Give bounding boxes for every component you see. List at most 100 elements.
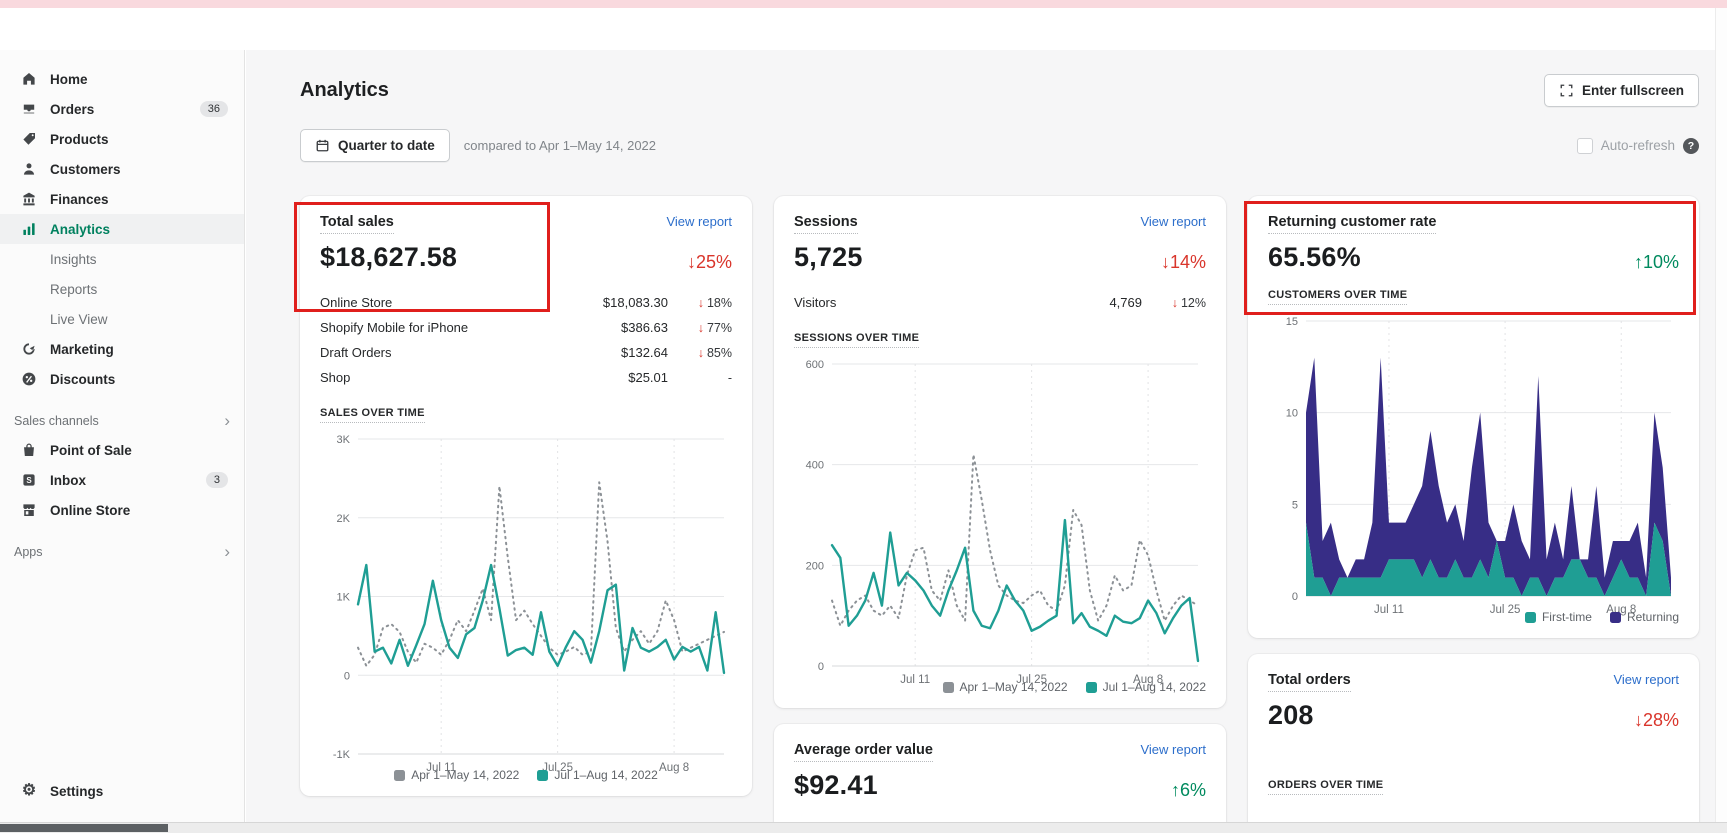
svg-text:400: 400	[806, 460, 824, 472]
svg-text:Jul 11: Jul 11	[900, 674, 930, 686]
down-arrow-icon: ↓	[697, 295, 704, 310]
svg-text:Jul 25: Jul 25	[1016, 674, 1047, 686]
row-value: $18,083.30	[602, 295, 668, 310]
sidebar-item-label: Inbox	[50, 472, 86, 488]
sidebar-item-online-store[interactable]: Online Store	[0, 495, 244, 525]
svg-text:0: 0	[344, 670, 350, 682]
sidebar-item-point-of-sale[interactable]: Point of Sale	[0, 435, 244, 465]
sidebar-item-products[interactable]: Products	[0, 124, 244, 154]
sidebar-item-live-view[interactable]: Live View	[0, 304, 244, 334]
compare-period-text: compared to Apr 1–May 14, 2022	[463, 138, 657, 153]
row-delta: ↓ 18%	[668, 296, 732, 310]
svg-text:600: 600	[806, 359, 824, 371]
sidebar-section-apps[interactable]: Apps ›	[0, 543, 244, 566]
sidebar-item-reports[interactable]: Reports	[0, 274, 244, 304]
row-label: Shopify Mobile for iPhone	[320, 320, 469, 335]
sidebar-item-customers[interactable]: Customers	[0, 154, 244, 184]
row-label: Shop	[320, 370, 351, 385]
date-range-button[interactable]: Quarter to date	[300, 129, 450, 162]
marketing-icon	[20, 340, 38, 358]
horizontal-scrollbar-thumb[interactable]	[0, 824, 168, 832]
sidebar-item-home[interactable]: Home	[0, 64, 244, 94]
help-icon[interactable]: ?	[1683, 137, 1699, 154]
chevron-right-icon: ›	[224, 542, 230, 561]
chart-legend: Apr 1–May 14, 2022 Jul 1–Aug 14, 2022	[320, 768, 732, 782]
fullscreen-icon	[1560, 84, 1573, 97]
row-delta-pct: 18%	[706, 295, 732, 310]
settings-label: Settings	[50, 783, 104, 799]
sidebar-nav: Home Orders 36 Products Customers Finances Ana…	[0, 64, 244, 394]
auto-refresh-label: Auto-refresh	[1600, 138, 1675, 153]
sales-over-time-chart: 3K 2K 1K 0 -1K Jul 11 Jul 25 Aug 8	[320, 431, 732, 774]
row-delta-pct: 85%	[706, 345, 732, 360]
right-scroll-track[interactable]	[1715, 8, 1727, 822]
legend-label: Jul 1–Aug 14, 2022	[554, 768, 658, 782]
sales-channels-label: Sales channels	[14, 413, 99, 428]
orders-icon	[20, 100, 38, 118]
apps-label: Apps	[14, 544, 43, 559]
svg-text:-1K: -1K	[333, 749, 351, 761]
enter-fullscreen-button[interactable]: Enter fullscreen	[1543, 74, 1699, 107]
svg-text:Jul 25: Jul 25	[542, 762, 573, 774]
view-report-link[interactable]: View report	[1613, 672, 1679, 687]
breakdown-row: Online Store $18,083.30 ↓ 18%	[320, 295, 732, 310]
main-content: Analytics Enter fullscreen Quarter to da…	[246, 50, 1715, 822]
legend-item: Apr 1–May 14, 2022	[942, 680, 1068, 694]
total-sales-delta: ↓25%	[686, 252, 732, 272]
top-accent-strip	[0, 0, 1727, 8]
row-delta: ↓ 12%	[1142, 296, 1206, 310]
row-delta-pct: 77%	[706, 320, 732, 335]
auto-refresh-checkbox[interactable]	[1576, 137, 1593, 154]
sidebar-item-analytics[interactable]: Analytics	[0, 214, 244, 244]
legend-swatch	[1524, 611, 1536, 623]
sidebar-item-label: Live View	[50, 311, 108, 327]
sidebar-item-label: Home	[50, 71, 88, 87]
sidebar-item-marketing[interactable]: Marketing	[0, 334, 244, 364]
total-orders-value: 208	[1268, 700, 1314, 730]
row-value: $25.01	[628, 370, 668, 385]
customers-over-time-chart: 15 10 5 0 Jul 11 Jul 25 Aug 8	[1268, 313, 1679, 616]
sidebar-item-orders[interactable]: Orders 36	[0, 94, 244, 124]
point-of-sale-icon	[20, 441, 38, 459]
returning-customer-rate-delta: ↑10%	[1633, 252, 1679, 272]
horizontal-scrollbar[interactable]	[0, 822, 1727, 833]
view-report-link[interactable]: View report	[1140, 214, 1206, 229]
calendar-icon	[316, 139, 329, 152]
total-orders-delta: ↓28%	[1633, 710, 1679, 730]
sidebar-item-label: Discounts	[50, 371, 116, 387]
row-delta: ↓ 85%	[668, 346, 732, 360]
sidebar-item-inbox[interactable]: S Inbox 3	[0, 465, 244, 495]
card-title: Sessions	[794, 214, 858, 234]
header-band	[0, 8, 1727, 50]
sidebar-item-finances[interactable]: Finances	[0, 184, 244, 214]
sidebar-item-settings[interactable]: ⚙ Settings	[0, 776, 244, 806]
legend-label: Jul 1–Aug 14, 2022	[1102, 680, 1206, 694]
analytics-icon	[20, 220, 38, 238]
legend-label: First-time	[1541, 610, 1592, 624]
legend-item: Apr 1–May 14, 2022	[394, 768, 519, 782]
svg-text:Jul 11: Jul 11	[426, 762, 456, 774]
sidebar-item-discounts[interactable]: Discounts	[0, 364, 244, 394]
sidebar-item-insights[interactable]: Insights	[0, 244, 244, 274]
gear-icon: ⚙	[21, 782, 37, 799]
sidebar-item-label: Analytics	[50, 221, 111, 237]
sidebar-section-sales-channels[interactable]: Sales channels ›	[0, 412, 244, 435]
chart-legend: Apr 1–May 14, 2022 Jul 1–Aug 14, 2022	[794, 680, 1206, 694]
legend-label: Apr 1–May 14, 2022	[411, 768, 520, 782]
discounts-icon	[20, 370, 38, 388]
inbox-badge: 3	[205, 472, 228, 488]
view-report-link[interactable]: View report	[666, 214, 732, 229]
inbox-icon: S	[20, 471, 38, 489]
row-delta: -	[668, 371, 732, 385]
total-sales-card: Total sales View report $18,627.58 ↓25% …	[294, 196, 752, 796]
total-sales-value: $18,627.58	[320, 242, 458, 272]
sidebar-item-label: Online Store	[50, 502, 131, 518]
row-label: Draft Orders	[320, 345, 392, 360]
row-label: Online Store	[320, 295, 393, 310]
average-order-value-card: Average order value View report $92.41 ↑…	[774, 724, 1226, 822]
view-report-link[interactable]: View report	[1140, 742, 1206, 757]
legend-swatch	[537, 769, 549, 781]
section-heading: SALES OVER TIME	[320, 407, 425, 423]
products-icon	[20, 130, 38, 148]
